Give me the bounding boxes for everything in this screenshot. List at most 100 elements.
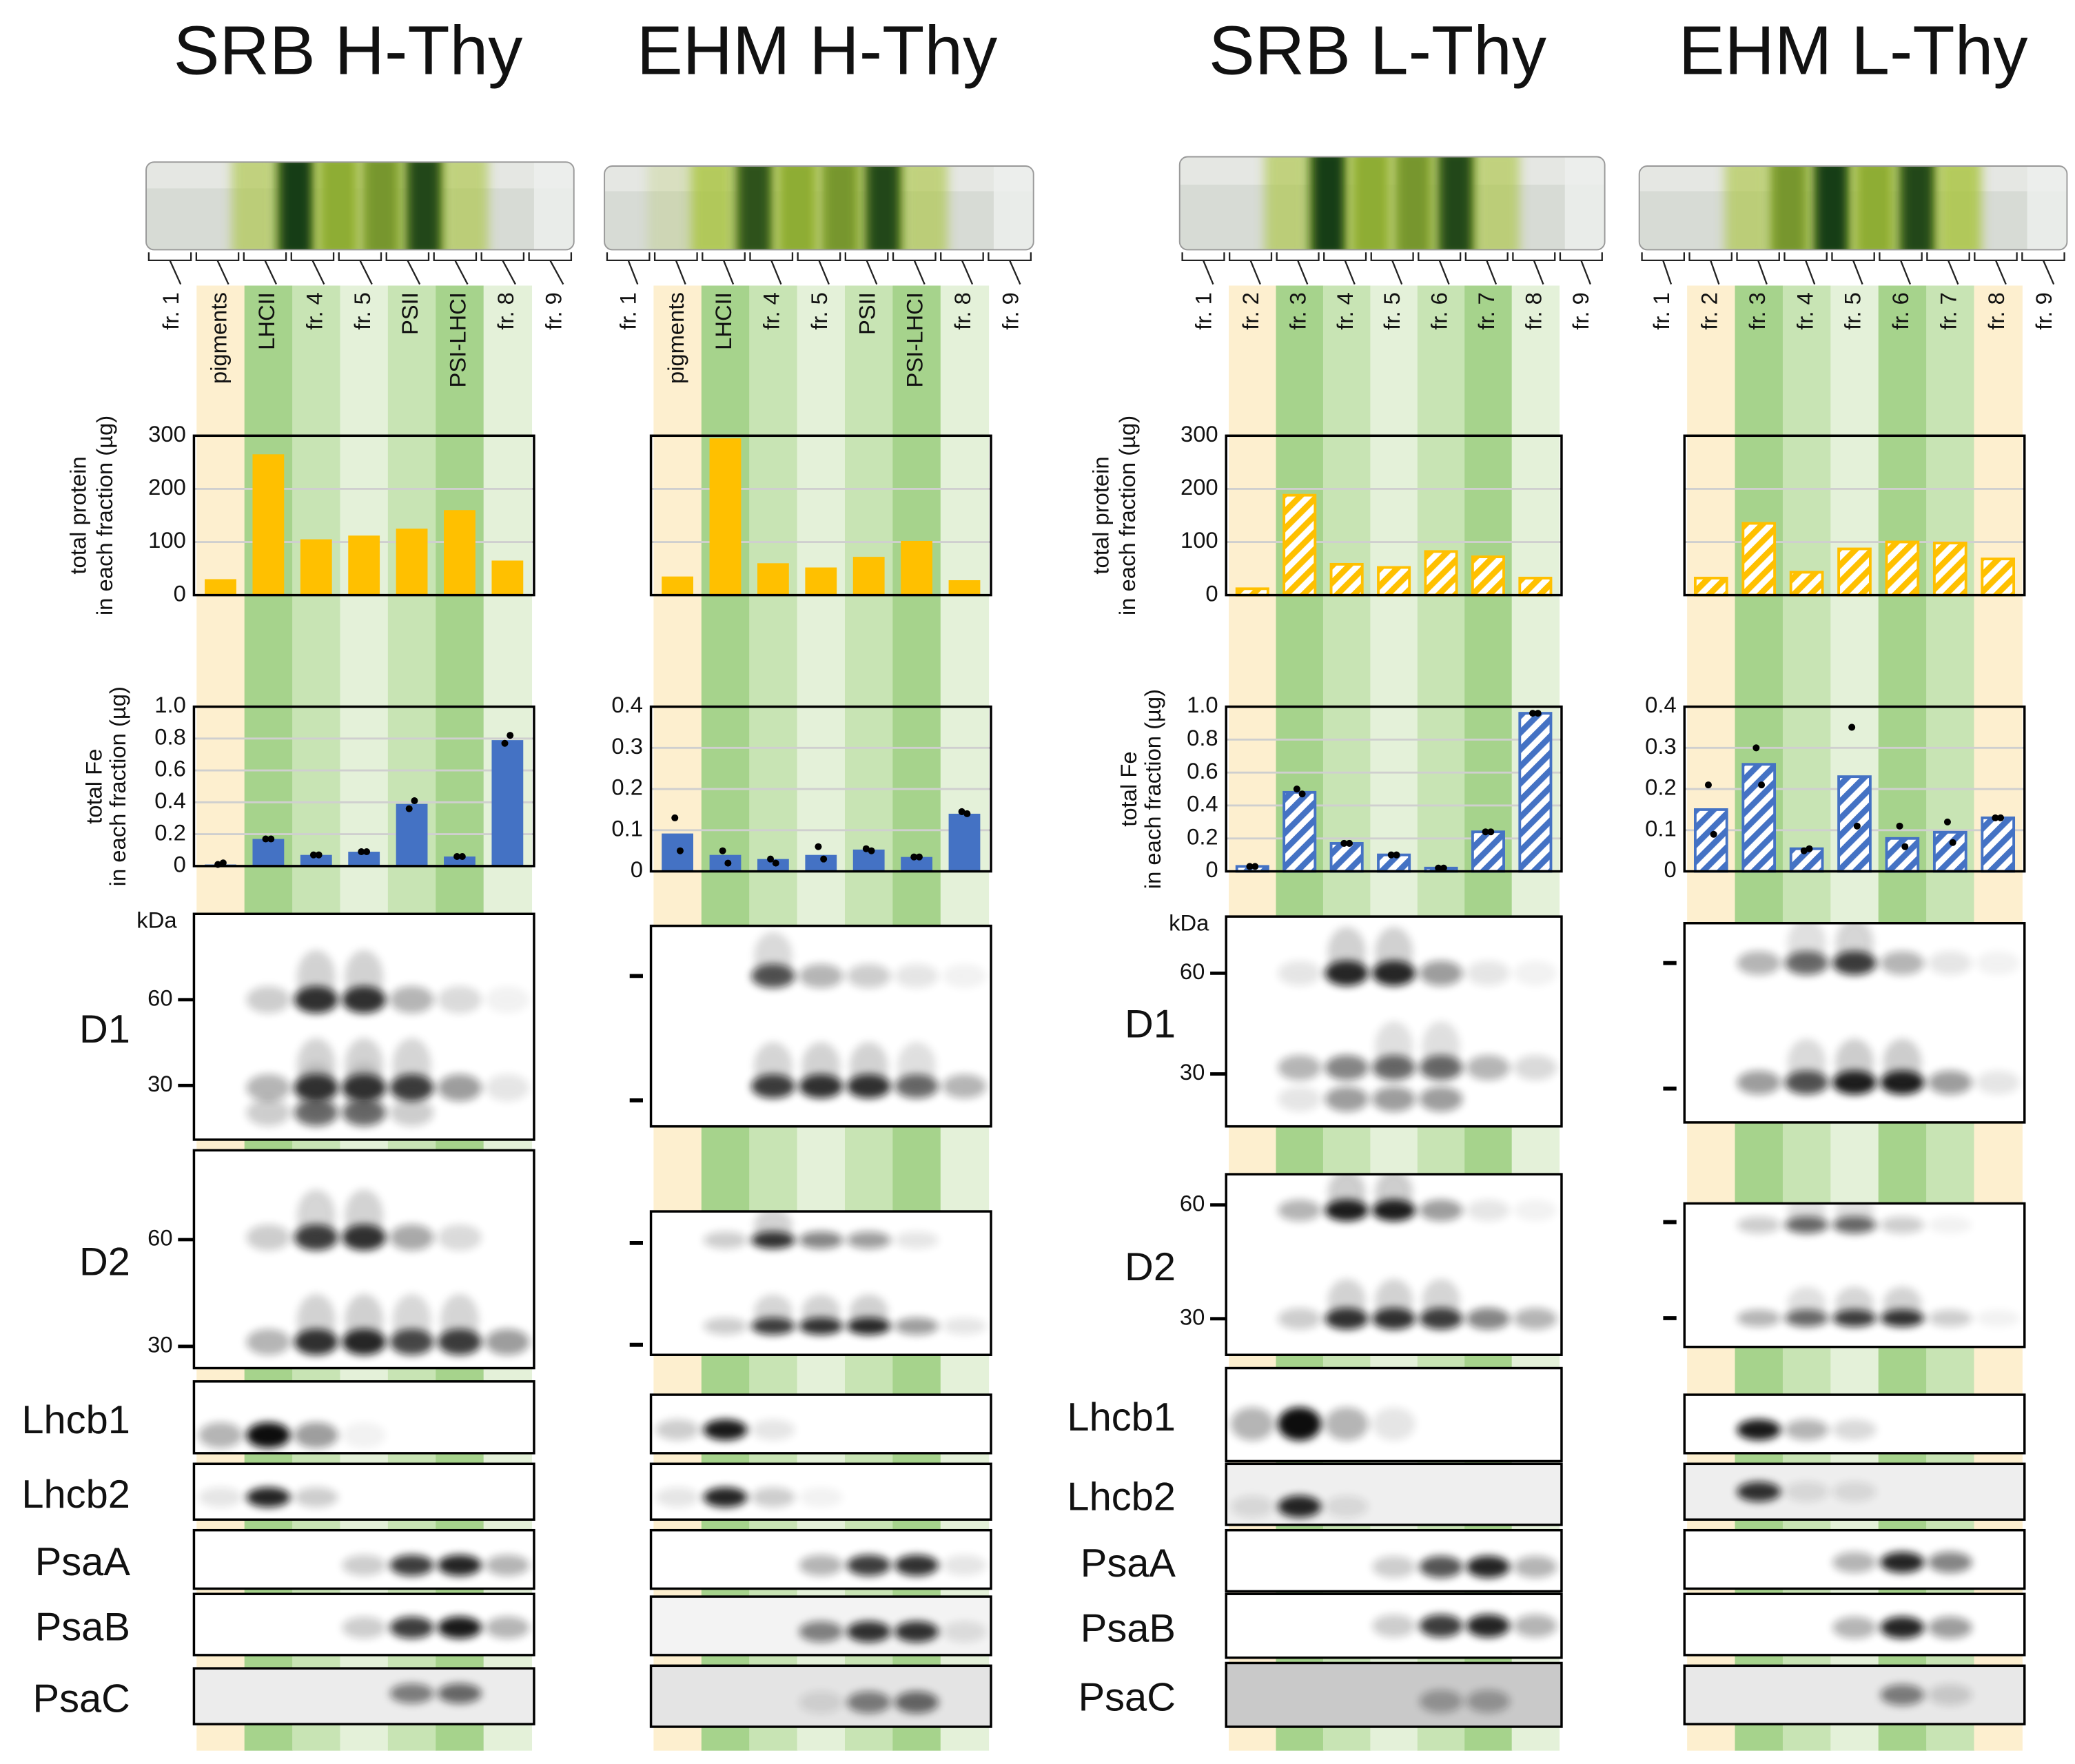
- blot: Lhcb2: [1067, 1462, 1563, 1526]
- leader-line: [675, 260, 686, 285]
- bar: [1885, 837, 1920, 873]
- blot: [649, 1528, 992, 1590]
- fraction-label: PSI-LHCI: [445, 292, 471, 387]
- kda-tick-label: 30: [147, 1071, 172, 1096]
- blot: [1683, 1664, 2026, 1725]
- tube-outline: [145, 161, 575, 251]
- data-point: [405, 805, 413, 812]
- leader-line: [1438, 260, 1450, 285]
- chart: 0 100 200 300 total protein in each fraction …: [1088, 416, 1563, 615]
- y-tick-label: 0: [1205, 857, 1218, 882]
- leader-line: [961, 260, 974, 285]
- kda-tick-label: 60: [147, 985, 172, 1010]
- bar: [1377, 566, 1411, 597]
- blot-frame: [192, 912, 535, 1141]
- kda-label: kDa: [136, 907, 177, 932]
- blot-frame: [1225, 915, 1563, 1128]
- bracket: [1276, 252, 1320, 262]
- chart-frame: [649, 434, 992, 597]
- fraction-label: fr. 9: [1568, 292, 1593, 330]
- chart-frame: [1225, 434, 1563, 597]
- bar: [300, 854, 332, 866]
- bracket: [1688, 252, 1732, 262]
- bracket: [892, 252, 937, 262]
- fraction-label: fr. 9: [2031, 292, 2056, 330]
- bracket: [2021, 252, 2065, 262]
- bracket: [147, 252, 192, 262]
- chart-frame: [192, 434, 535, 597]
- blot-frame: [1683, 1202, 2026, 1348]
- bracket: [480, 252, 525, 262]
- protein-label: Lhcb2: [21, 1473, 130, 1517]
- data-point: [1487, 828, 1495, 836]
- bracket: [1370, 252, 1414, 262]
- protein-label: D2: [79, 1240, 130, 1284]
- bar: [205, 579, 236, 595]
- chart-frame: [1683, 434, 2026, 597]
- fraction-label: fr. 1: [615, 292, 640, 330]
- y-tick-label: 0.3: [611, 733, 643, 759]
- y-tick-label: 0.4: [611, 692, 643, 717]
- data-point: [1293, 786, 1300, 793]
- fraction-label: fr. 8: [1983, 292, 2009, 330]
- bracket: [338, 252, 382, 262]
- blot-frame: [192, 1667, 535, 1725]
- data-point: [1901, 843, 1909, 850]
- data-point: [815, 843, 822, 850]
- y-tick-label: 0.3: [1645, 733, 1677, 759]
- blot-frame: [1225, 1661, 1563, 1728]
- leader-line: [359, 260, 373, 285]
- blot-frame: [192, 1528, 535, 1590]
- y-tick-label: 0.8: [154, 724, 186, 749]
- bar: [1789, 571, 1824, 597]
- blot: [1683, 1528, 2026, 1590]
- fraction-label: fr. 5: [349, 292, 375, 330]
- y-tick-label: 1.0: [1187, 692, 1218, 717]
- blot: [629, 924, 992, 1128]
- data-point: [767, 855, 775, 863]
- bar: [444, 856, 476, 866]
- bracket: [433, 252, 478, 262]
- bracket: [243, 252, 287, 262]
- bracket: [1323, 252, 1367, 262]
- bracket: [385, 252, 430, 262]
- data-point: [1346, 839, 1353, 847]
- leader-line: [264, 260, 277, 285]
- fraction-label: fr. 9: [540, 292, 566, 330]
- leader-line: [1202, 260, 1214, 285]
- bracket: [1559, 252, 1603, 262]
- bar: [852, 557, 885, 595]
- blot-frame: [649, 1462, 992, 1521]
- data-point: [868, 847, 875, 854]
- bar: [348, 535, 380, 595]
- data-point: [910, 853, 918, 861]
- blot: PsaB: [1081, 1592, 1563, 1659]
- y-tick-label: 0: [1664, 857, 1676, 882]
- fraction-label: fr. 3: [1285, 292, 1310, 330]
- fraction-label: fr. 2: [1696, 292, 1721, 330]
- fraction-label: fr. 8: [493, 292, 518, 330]
- bar: [1693, 577, 1728, 597]
- y-tick-label: 0.6: [154, 756, 186, 781]
- leader-line: [1486, 260, 1498, 285]
- y-axis-label: in each fraction (µg): [105, 686, 130, 886]
- fraction-label: fr. 2: [1238, 292, 1263, 330]
- data-point: [915, 853, 923, 861]
- y-tick-label: 200: [148, 474, 186, 500]
- data-point: [1806, 845, 1813, 852]
- panel-title: EHM L-Thy: [1679, 12, 2028, 89]
- data-point: [1298, 790, 1306, 798]
- bar: [901, 857, 932, 872]
- blot: Lhcb2: [21, 1462, 535, 1521]
- fraction-label: fr. 6: [1427, 292, 1452, 330]
- chart-frame: [1683, 705, 2026, 873]
- leader-line: [1710, 260, 1720, 285]
- bar: [1518, 577, 1553, 597]
- bracket: [195, 252, 240, 262]
- blot: PsaB: [35, 1592, 535, 1657]
- data-point: [262, 835, 269, 843]
- y-tick-label: 0.2: [154, 819, 186, 845]
- protein-label: PsaB: [35, 1606, 130, 1650]
